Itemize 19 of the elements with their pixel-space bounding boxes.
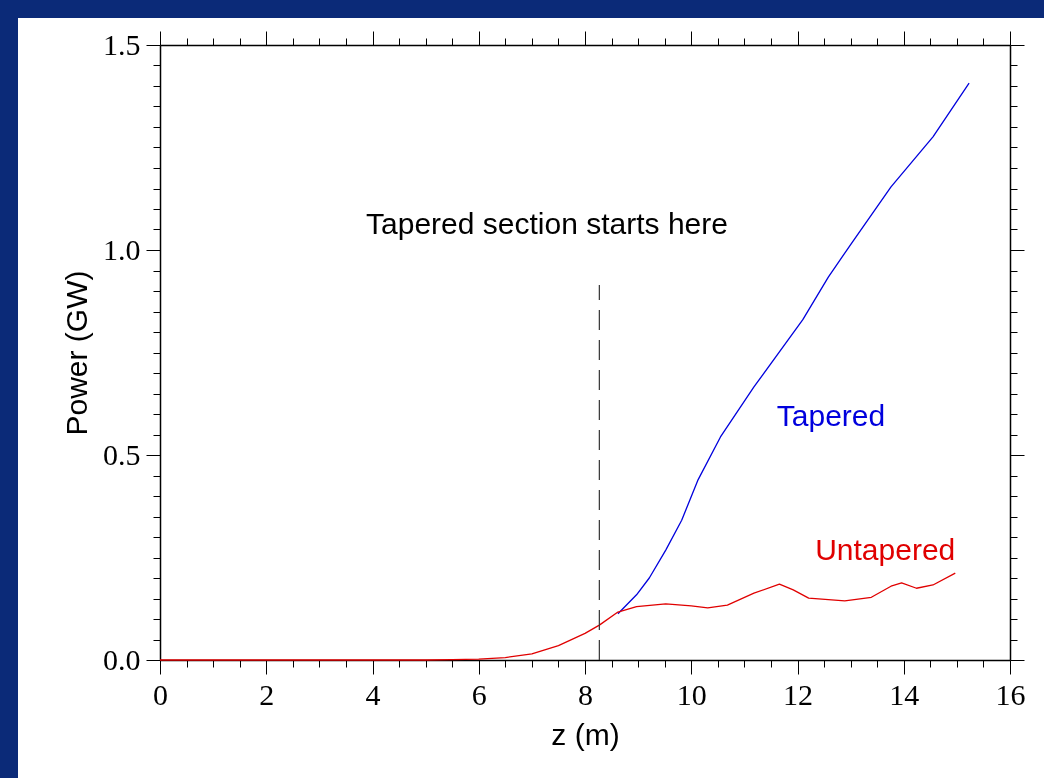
x-tick-label: 0 (153, 677, 168, 711)
x-tick-label: 8 (578, 677, 593, 711)
x-tick-label: 2 (259, 677, 275, 711)
series-label: Untapered (815, 533, 956, 567)
x-axis-title: z (m) (551, 717, 620, 751)
x-tick-label: 12 (783, 677, 813, 711)
y-axis-title: Power (GW) (60, 270, 93, 436)
y-tick-label: 0.5 (103, 437, 141, 471)
line-series (159, 572, 956, 661)
y-tick-label: 1.0 (103, 232, 141, 266)
x-tick-label: 16 (995, 677, 1026, 711)
y-tick-label: 1.5 (103, 27, 141, 61)
x-tick-label: 10 (676, 677, 707, 711)
annotation: Tapered section starts here (366, 207, 728, 240)
y-tick-label: 0.0 (103, 642, 141, 676)
x-tick-label: 6 (471, 677, 487, 711)
x-tick-label: 14 (889, 677, 920, 711)
x-tick-label: 4 (365, 677, 381, 711)
series-label: Tapered (776, 398, 886, 432)
